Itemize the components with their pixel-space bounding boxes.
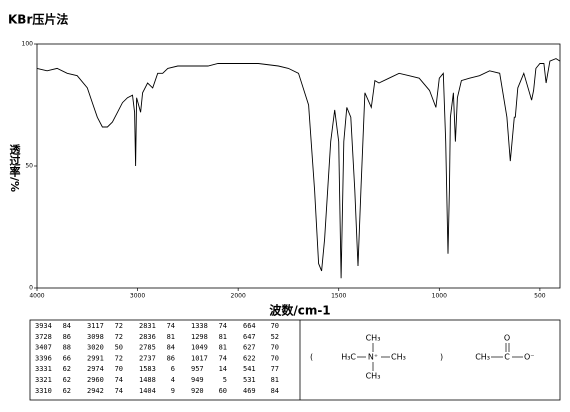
table-cell: 3117 — [87, 322, 104, 330]
table-cell: 2960 — [87, 376, 104, 384]
table-cell: 70 — [271, 322, 279, 330]
table-cell: 3331 — [35, 365, 52, 373]
atom-label: CH₃ — [391, 353, 406, 362]
table-cell: 3310 — [35, 387, 52, 395]
table-cell: 957 — [191, 365, 204, 373]
table-cell: 70 — [115, 365, 123, 373]
table-cell: 3396 — [35, 354, 52, 362]
table-cell: 541 — [243, 365, 256, 373]
table-cell: 50 — [115, 344, 123, 352]
y-tick-label: 50 — [25, 163, 33, 170]
x-axis-label: 波数/cm-1 — [269, 303, 330, 318]
x-tick-label: 3000 — [130, 293, 145, 300]
table-cell: 74 — [219, 354, 227, 362]
table-cell: 3321 — [35, 376, 52, 384]
atom-label: O — [504, 334, 510, 343]
table-cell: 9 — [171, 387, 175, 395]
table-cell: 74 — [115, 387, 123, 395]
table-cell: 77 — [271, 365, 279, 373]
paren: ) — [440, 353, 443, 362]
table-cell: 84 — [271, 387, 279, 395]
table-cell: 52 — [271, 333, 279, 341]
table-cell: 81 — [219, 333, 227, 341]
table-cell: 74 — [115, 376, 123, 384]
table-cell: 81 — [219, 344, 227, 352]
atom-label: CH₃ — [366, 334, 381, 343]
table-cell: 62 — [63, 365, 71, 373]
table-cell: 2737 — [139, 354, 156, 362]
table-cell: 72 — [115, 354, 123, 362]
table-cell: 469 — [243, 387, 256, 395]
table-cell: 1049 — [191, 344, 208, 352]
atom-label: N⁺ — [368, 353, 378, 362]
x-tick-label: 4000 — [29, 293, 44, 300]
x-tick-label: 1000 — [432, 293, 447, 300]
table-cell: 84 — [167, 344, 175, 352]
table-cell: 14 — [219, 365, 227, 373]
table-cell: 74 — [219, 322, 227, 330]
table-cell: 2785 — [139, 344, 156, 352]
atom-label: O⁻ — [524, 353, 535, 362]
table-cell: 3728 — [35, 333, 52, 341]
table-cell: 1338 — [191, 322, 208, 330]
table-cell: 6 — [171, 365, 175, 373]
table-cell: 3934 — [35, 322, 52, 330]
table-cell: 2991 — [87, 354, 104, 362]
table-cell: 72 — [115, 333, 123, 341]
table-cell: 62 — [63, 387, 71, 395]
table-cell: 622 — [243, 354, 256, 362]
table-cell: 2942 — [87, 387, 104, 395]
atom-label: CH₃ — [366, 372, 381, 381]
y-tick-label: 100 — [22, 41, 34, 48]
table-cell: 72 — [115, 322, 123, 330]
table-cell: 1404 — [139, 387, 156, 395]
table-frame — [29, 319, 561, 401]
x-tick-label: 500 — [534, 293, 546, 300]
table-cell: 3407 — [35, 344, 52, 352]
chart-title: KBr压片法 — [8, 12, 68, 27]
table-cell: 86 — [63, 333, 71, 341]
table-cell: 3098 — [87, 333, 104, 341]
table-cell: 1298 — [191, 333, 208, 341]
atom-label: CH₃ — [475, 353, 490, 362]
atom-label: H₃C — [341, 353, 356, 362]
y-axis-label: 透过率/% — [8, 144, 21, 192]
atom-label: C — [504, 353, 510, 362]
table-cell: 531 — [243, 376, 256, 384]
table-cell: 2974 — [87, 365, 104, 373]
table-cell: 81 — [167, 333, 175, 341]
table-cell: 62 — [63, 376, 71, 384]
table-cell: 88 — [63, 344, 71, 352]
table-cell: 949 — [191, 376, 204, 384]
table-cell: 2836 — [139, 333, 156, 341]
table-cell: 60 — [219, 387, 227, 395]
table-cell: 70 — [271, 344, 279, 352]
table-cell: 2831 — [139, 322, 156, 330]
table-cell: 81 — [271, 376, 279, 384]
table-cell: 70 — [271, 354, 279, 362]
table-cell: 86 — [167, 354, 175, 362]
y-tick-label: 0 — [29, 285, 33, 292]
spectrum-line — [36, 58, 561, 279]
table-cell: 84 — [63, 322, 71, 330]
table-cell: 66 — [63, 354, 71, 362]
x-tick-label: 1500 — [331, 293, 346, 300]
table-cell: 627 — [243, 344, 256, 352]
table-cell: 4 — [171, 376, 175, 384]
table-cell: 3020 — [87, 344, 104, 352]
table-cell: 664 — [243, 322, 256, 330]
plot-frame — [36, 43, 561, 289]
table-cell: 1583 — [139, 365, 156, 373]
x-tick-label: 2000 — [231, 293, 246, 300]
table-cell: 74 — [167, 322, 175, 330]
table-cell: 5 — [223, 376, 227, 384]
table-cell: 647 — [243, 333, 256, 341]
table-cell: 1488 — [139, 376, 156, 384]
structure-bonds — [357, 343, 523, 371]
paren: ( — [310, 353, 313, 362]
table-cell: 1017 — [191, 354, 208, 362]
table-cell: 920 — [191, 387, 204, 395]
